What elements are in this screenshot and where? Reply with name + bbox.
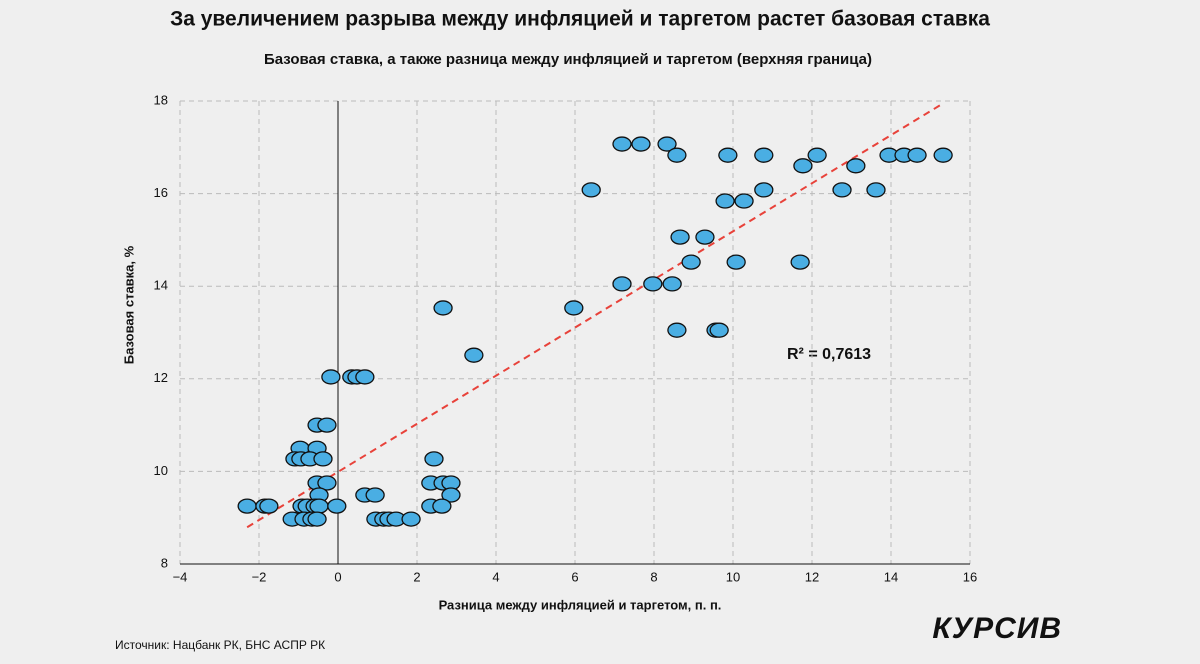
scatter-point [631, 136, 651, 152]
scatter-point [564, 300, 584, 316]
scatter-point [424, 451, 444, 467]
y-tick-label: 18 [154, 92, 168, 107]
scatter-point [657, 136, 677, 152]
scatter-point [670, 229, 690, 245]
x-tick-label: 14 [884, 569, 898, 584]
x-tick-label: 10 [726, 569, 740, 584]
y-axis-label: Базовая ставка, % [121, 245, 136, 364]
x-tick-label: 16 [963, 569, 977, 584]
scatter-point [667, 147, 687, 163]
chart-subtitle: Базовая ставка, а также разница между ин… [264, 51, 872, 68]
scatter-point [612, 276, 632, 292]
scatter-point [754, 147, 774, 163]
scatter-point [327, 498, 347, 514]
annotation: R² = 0,7613 [787, 346, 871, 363]
scatter-point [667, 322, 687, 338]
y-tick-label: 16 [154, 185, 168, 200]
scatter-point [433, 300, 453, 316]
scatter-point [695, 229, 715, 245]
source: Источник: Нацбанк РК, БНС АСПР РК [115, 638, 325, 652]
scatter-point [401, 511, 421, 527]
scatter-point [726, 254, 746, 270]
scatter-point [754, 182, 774, 198]
x-tick-label: 0 [334, 569, 341, 584]
scatter-point [612, 136, 632, 152]
x-tick-label: −4 [173, 569, 188, 584]
x-axis-label: Разница между инфляцией и таргетом, п. п… [439, 597, 722, 612]
scatter-point [317, 475, 337, 491]
y-tick-label: 8 [161, 555, 168, 570]
y-tick-label: 10 [154, 463, 168, 478]
scatter-point [718, 147, 738, 163]
x-tick-label: 12 [805, 569, 819, 584]
scatter-point [866, 182, 886, 198]
scatter-point [793, 158, 813, 174]
scatter-point [321, 369, 341, 385]
scatter-point [317, 417, 337, 433]
trendline [246, 102, 944, 529]
scatter-point [259, 498, 279, 514]
scatter-point [355, 369, 375, 385]
scatter-point [734, 193, 754, 209]
scatter-point [581, 182, 601, 198]
scatter-point [441, 487, 461, 503]
scatter-point [432, 498, 452, 514]
scatter-point [907, 147, 927, 163]
x-tick-label: 6 [571, 569, 578, 584]
logo: КУРСИВ [932, 612, 1062, 645]
scatter-point [846, 158, 866, 174]
scatter-point [307, 511, 327, 527]
scatter-point [681, 254, 701, 270]
scatter-point [365, 487, 385, 503]
scatter-point [662, 276, 682, 292]
x-tick-label: 8 [650, 569, 657, 584]
chart-title: За увеличением разрыва между инфляцией и… [170, 8, 990, 31]
scatter-point [933, 147, 953, 163]
scatter-point [643, 276, 663, 292]
scatter-point [464, 347, 484, 363]
scatter-point [313, 451, 333, 467]
scatter-point [709, 322, 729, 338]
x-tick-label: 4 [492, 569, 499, 584]
scatter-point [237, 498, 257, 514]
scatter-point [309, 498, 329, 514]
scatter-point [807, 147, 827, 163]
x-tick-label: −2 [252, 569, 267, 584]
y-tick-label: 14 [154, 278, 168, 293]
scatter-point [715, 193, 735, 209]
y-tick-label: 12 [154, 370, 168, 385]
scatter-point [832, 182, 852, 198]
scatter-point [790, 254, 810, 270]
x-tick-label: 2 [413, 569, 420, 584]
